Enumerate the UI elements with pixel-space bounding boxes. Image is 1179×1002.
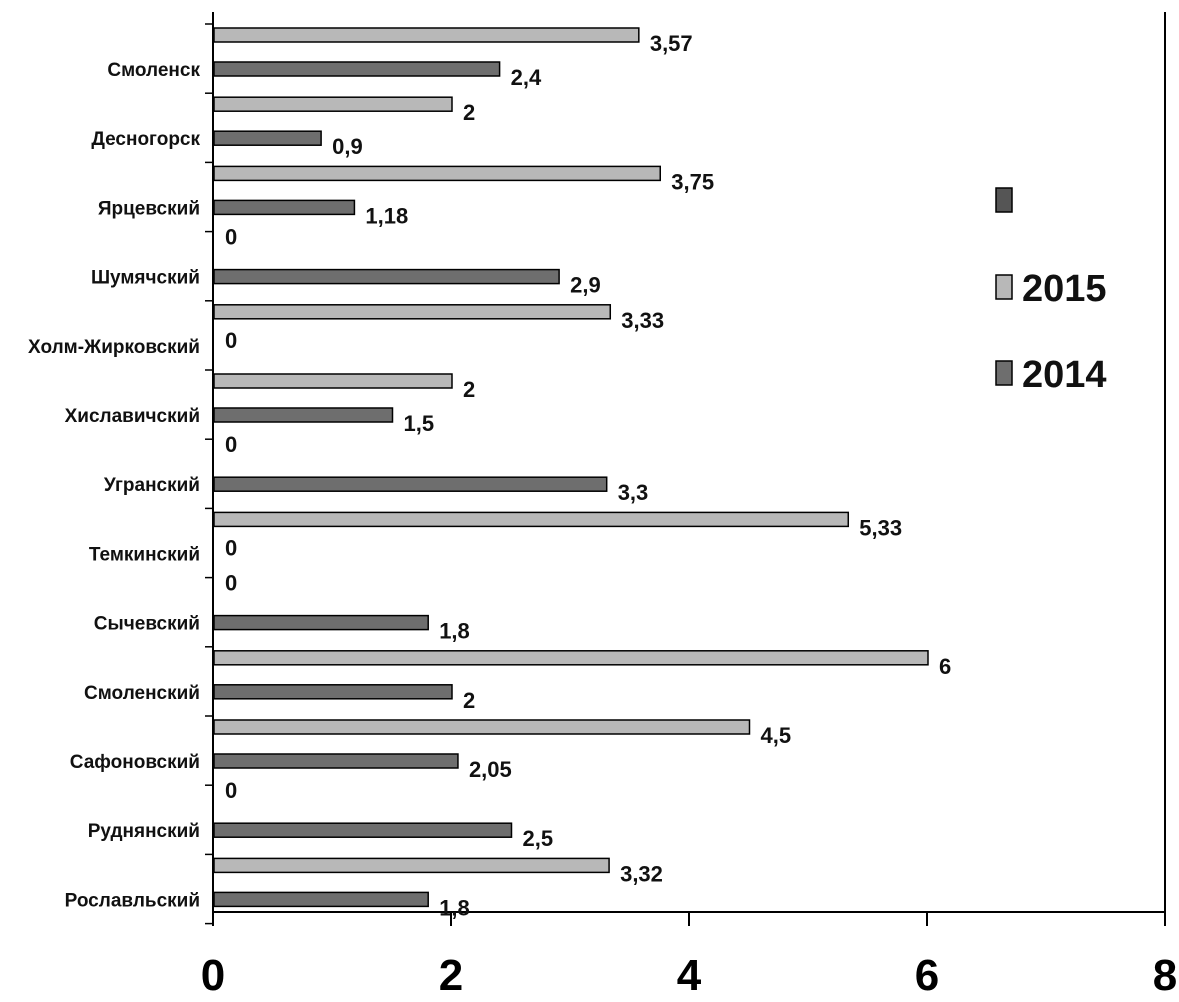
bar-2015	[213, 373, 453, 389]
data-label-2014: 0,9	[332, 134, 363, 159]
bars	[213, 27, 929, 908]
data-label-2015: 3,75	[671, 169, 714, 194]
x-axis-ticks: 0 2 4 6 8	[201, 912, 1177, 1000]
legend-swatch	[995, 274, 1013, 300]
category-label: Угранский	[104, 475, 200, 496]
data-label-2014: 1,8	[439, 895, 470, 920]
bar-2015	[213, 511, 850, 528]
bar-2015	[213, 650, 929, 666]
data-label-2014: 2,05	[469, 757, 512, 782]
bar-2015	[213, 719, 751, 735]
bar-2014	[213, 268, 560, 285]
category-label: Холм-Жирковский	[28, 337, 200, 358]
x-tick-label: 4	[677, 951, 702, 1000]
data-label-2015: 3,57	[650, 31, 693, 56]
data-label-2014: 0	[225, 328, 237, 353]
category-label: Сафоновский	[70, 752, 200, 773]
data-label-2015: 4,5	[761, 723, 792, 748]
bar-2014	[213, 614, 429, 631]
data-label-2014: 2,9	[570, 273, 601, 298]
category-label: Десногорск	[91, 129, 200, 150]
bar-2014	[213, 61, 501, 77]
category-label: Рославльский	[65, 890, 200, 911]
data-label-2015: 0	[225, 571, 237, 596]
data-label-2015: 5,33	[859, 515, 902, 540]
data-label-2015: 3,33	[621, 308, 664, 333]
bar-2015	[213, 27, 640, 43]
x-tick-label: 6	[915, 951, 939, 1000]
data-label-2014: 1,18	[365, 203, 408, 228]
legend-swatch	[995, 187, 1013, 213]
data-label-2014: 1,8	[439, 619, 470, 644]
bar-2014	[213, 476, 608, 492]
category-labels: Смоленск Десногорск Ярцевский Шумячский Холм…	[28, 23, 213, 925]
bar-2014	[213, 199, 356, 216]
data-label-2015: 0	[225, 432, 237, 457]
bar-2014	[213, 753, 459, 769]
data-label-2014: 2,4	[511, 65, 542, 90]
category-label: Смоленский	[84, 683, 200, 704]
x-tick-label: 8	[1153, 951, 1177, 1000]
value-labels: 3,57 2,4 2 0,9 3,75 1,18 0 2,9 3,33 0 2 1,5 0 3,3 5,33…	[225, 31, 951, 920]
data-label-2015: 3,32	[620, 861, 663, 886]
legend-swatch	[995, 360, 1013, 386]
legend-label: 2014	[1022, 354, 1107, 396]
category-label: Шумячский	[91, 268, 200, 289]
bar-2014	[213, 407, 394, 423]
bar-2014	[213, 130, 322, 146]
x-tick-label: 2	[439, 951, 463, 1000]
category-label: Темкинский	[89, 544, 200, 565]
data-label-2014: 2,5	[523, 826, 554, 851]
data-label-2015: 0	[225, 778, 237, 803]
bar-2015	[213, 165, 661, 182]
data-label-2014: 3,3	[618, 480, 649, 505]
category-label: Смоленск	[107, 60, 200, 81]
bar-2014	[213, 684, 453, 700]
bar-2015	[213, 304, 612, 320]
data-label-2015: 2	[463, 100, 475, 125]
bar-2015	[213, 857, 610, 874]
data-label-2014: 1,5	[404, 411, 435, 436]
data-label-2014: 0	[225, 535, 237, 560]
data-label-2015: 0	[225, 225, 237, 250]
category-label: Ярцевский	[98, 198, 200, 219]
category-label: Сычевский	[94, 614, 200, 635]
category-label: Хиславичский	[65, 406, 200, 427]
data-label-2014: 2	[463, 688, 475, 713]
data-label-2015: 6	[939, 654, 951, 679]
bar-2014	[213, 891, 429, 908]
legend-label: 2015	[1022, 268, 1107, 310]
category-label: Руднянский	[88, 821, 200, 842]
bar-2015	[213, 96, 453, 112]
x-tick-label: 0	[201, 951, 225, 1000]
legend: 2015 2014	[995, 187, 1107, 396]
bar-2014	[213, 822, 513, 838]
data-label-2015: 2	[463, 377, 475, 402]
